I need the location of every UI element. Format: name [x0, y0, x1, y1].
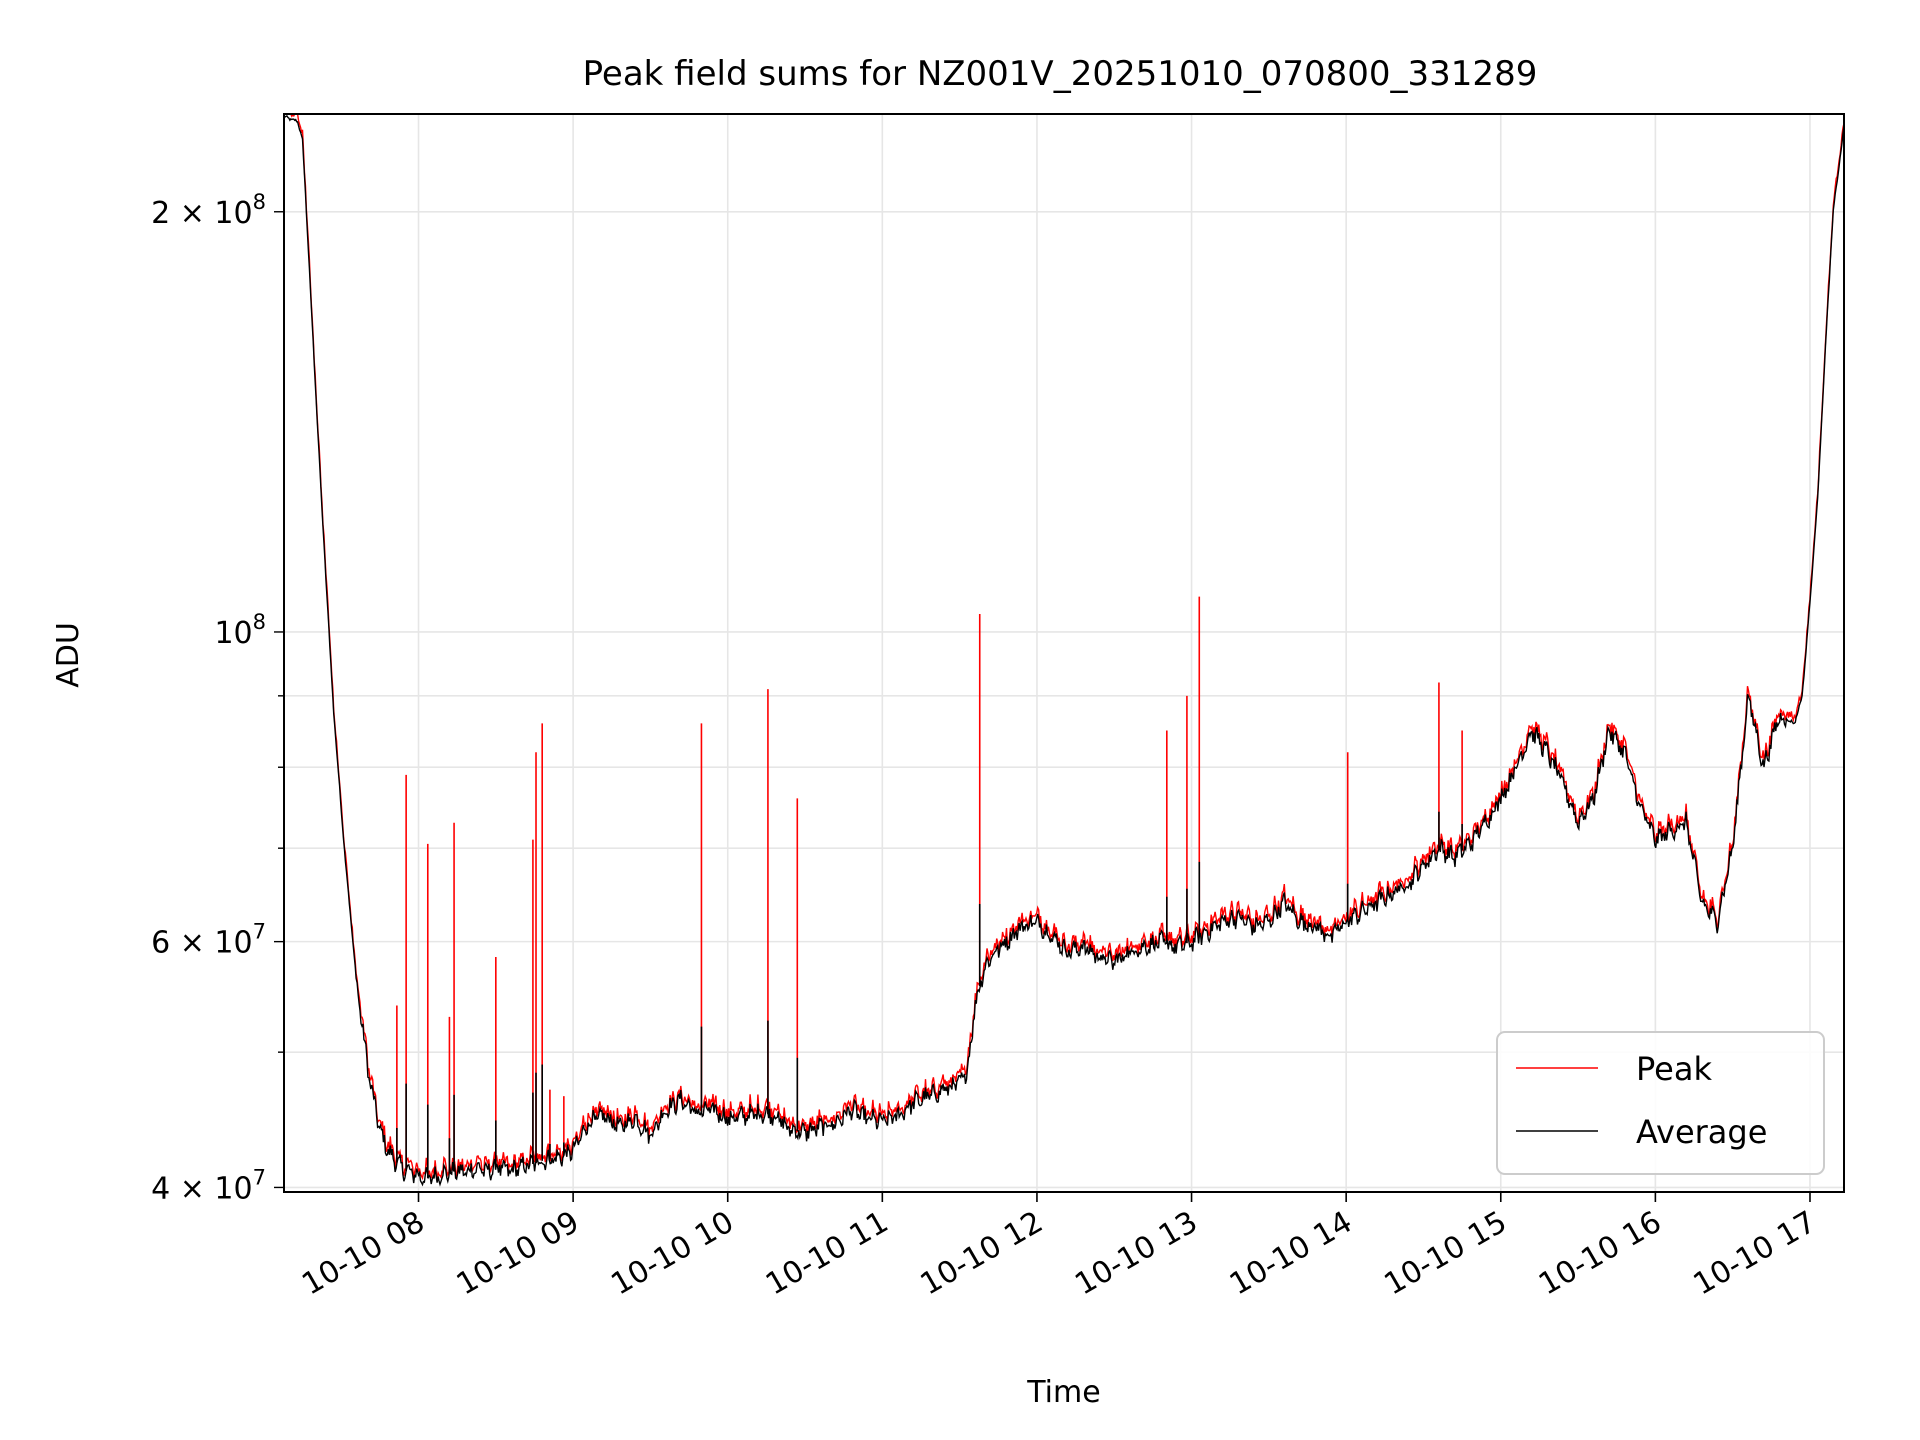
y-tick-label: 2 × 108 [151, 190, 266, 231]
legend: Peak Average [1496, 1031, 1825, 1175]
series [283, 113, 1845, 1187]
y-axis-label: ADU [51, 622, 86, 688]
y-axis-ticks: 2 × 108 108 6 × 107 4 × 107 [151, 190, 284, 1206]
grid [284, 114, 1844, 1192]
legend-label-average: Average [1636, 1113, 1767, 1151]
series-line-average [283, 115, 1845, 1187]
y-tick-label: 6 × 107 [151, 920, 266, 961]
legend-label-peak: Peak [1636, 1050, 1712, 1088]
x-axis-label: Time [1026, 1375, 1100, 1410]
chart-title: Peak field sums for NZ001V_20251010_0708… [583, 54, 1538, 94]
plot-frame [283, 113, 1845, 1193]
y-tick-label: 108 [214, 610, 266, 651]
series-line-peak [284, 113, 1845, 1181]
y-tick-label: 4 × 107 [151, 1165, 266, 1206]
